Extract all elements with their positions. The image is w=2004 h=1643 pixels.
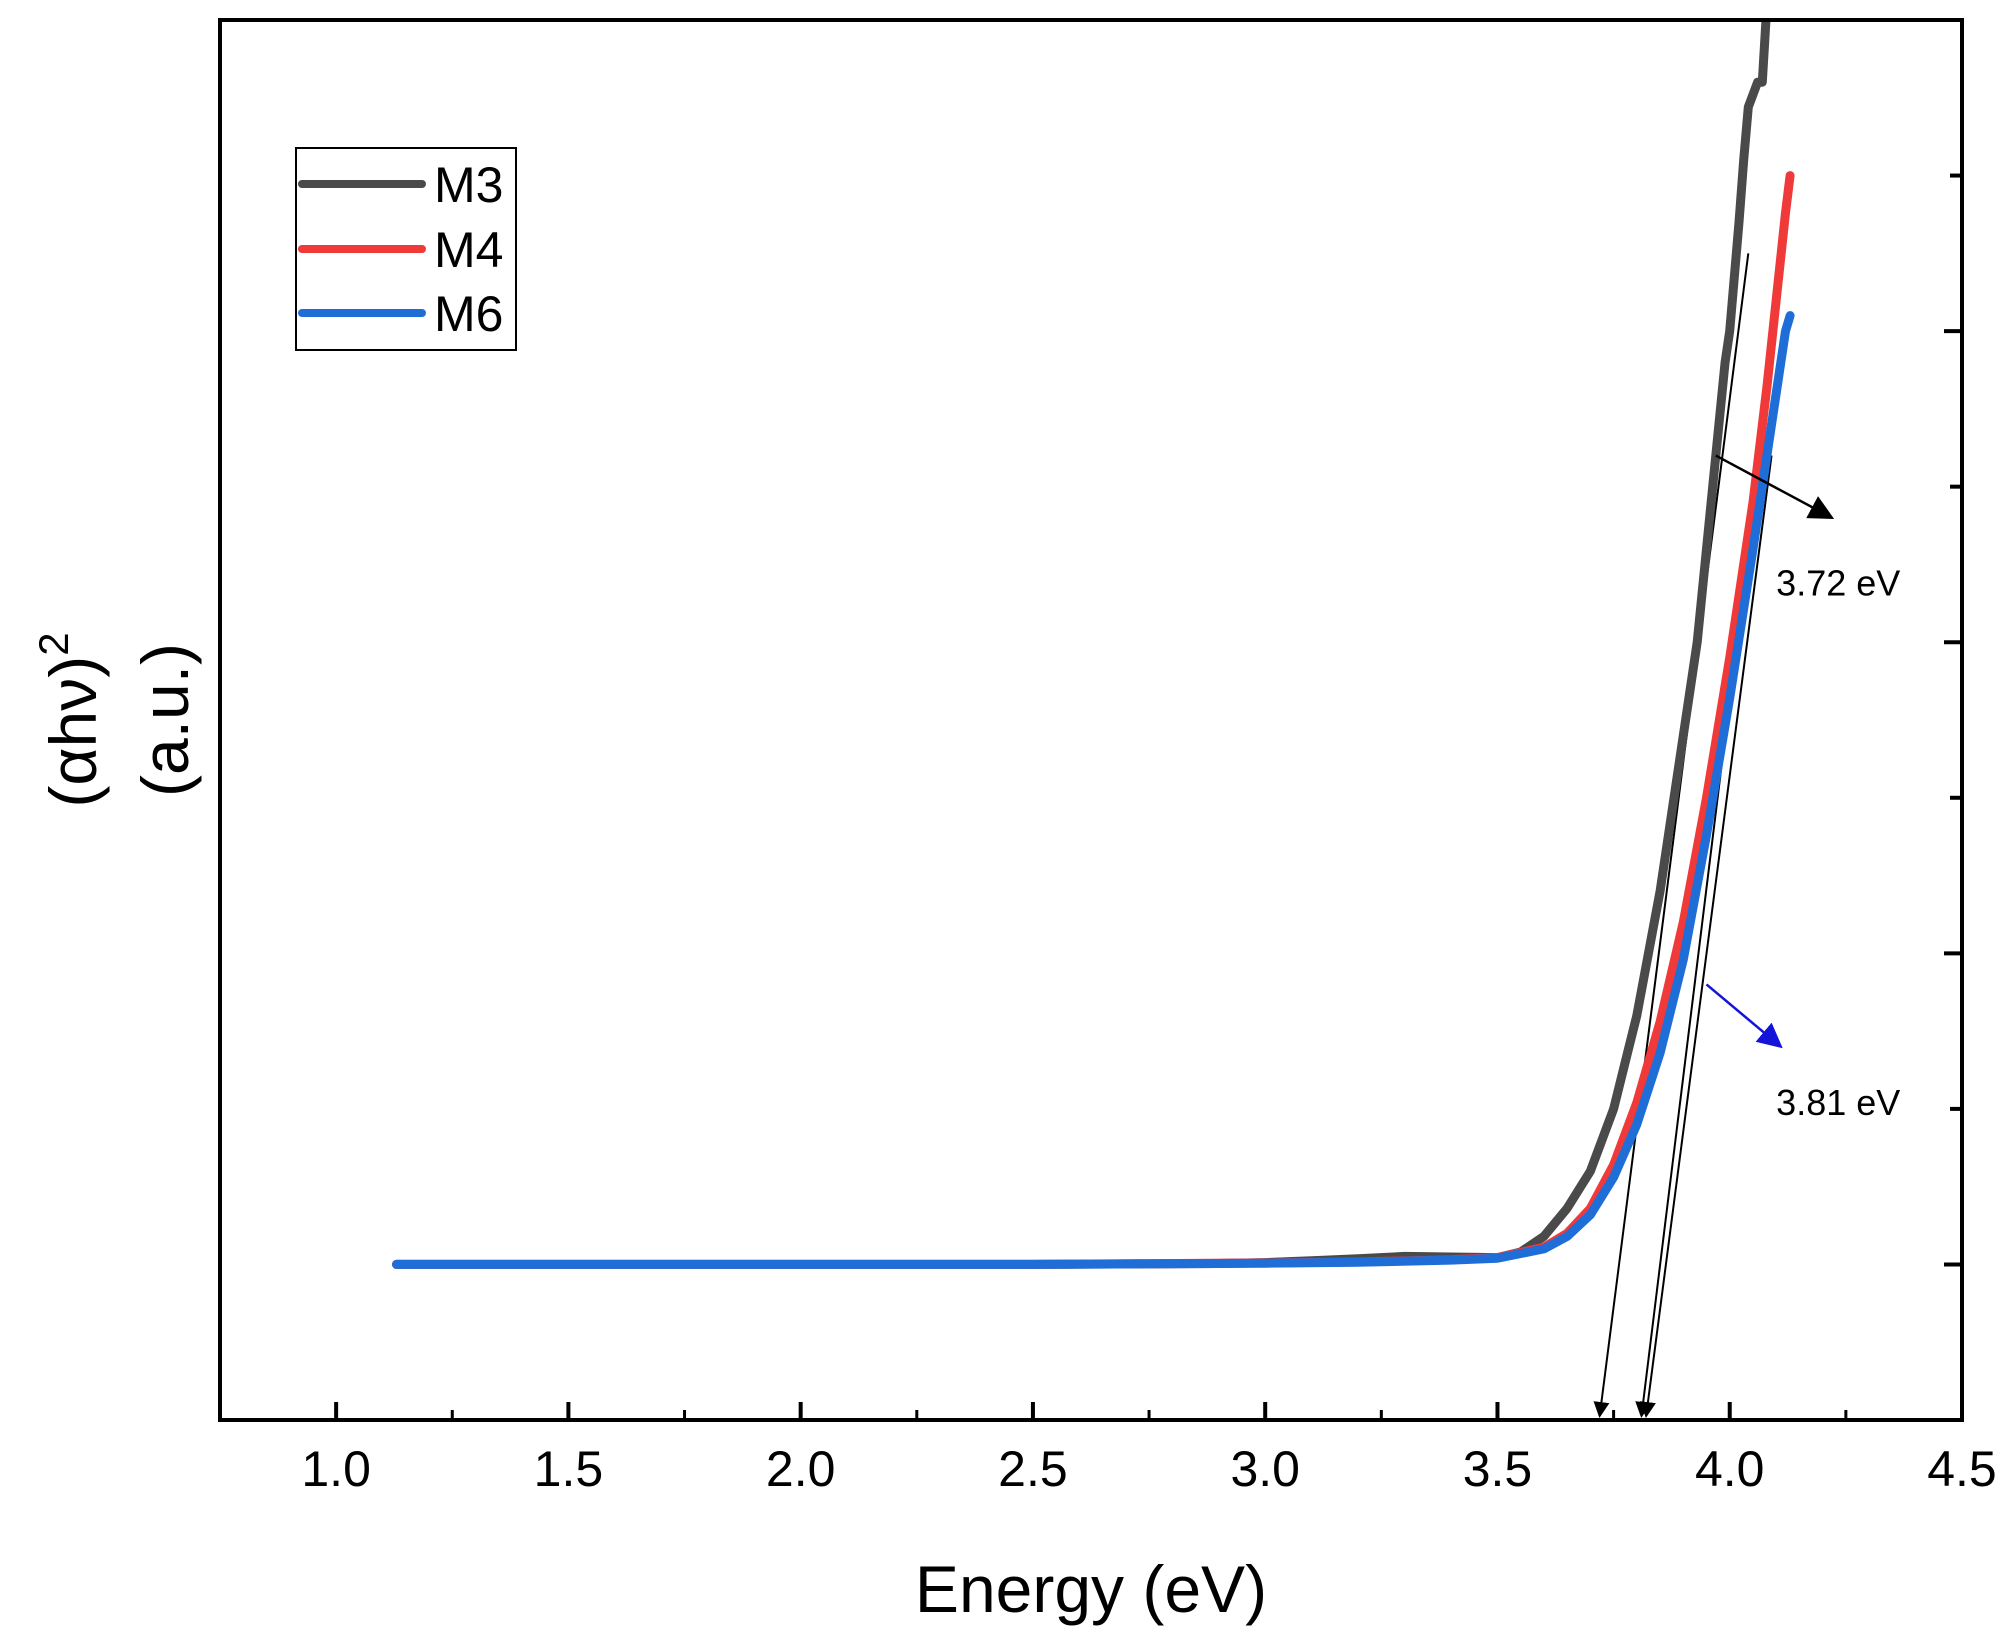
series-line-m4	[392, 171, 1795, 1269]
x-tick-label: 4.0	[1695, 1441, 1765, 1497]
legend-label-m3: M3	[434, 157, 503, 213]
legend: M3 M4 M6	[295, 147, 517, 351]
series-line-m6	[392, 311, 1795, 1269]
tangent-line-1	[1593, 253, 1750, 1418]
x-tick-label: 1.5	[534, 1441, 604, 1497]
y-axis-title-main: (αhν)	[36, 656, 110, 808]
annotation-label-1: 3.72 eV	[1776, 563, 1900, 604]
x-tick-label: 3.5	[1463, 1441, 1533, 1497]
x-axis-title: Energy (eV)	[915, 1552, 1267, 1626]
ticks-layer: 1.0 1.5 2.0 2.5 3.0 3.5 4.0 4.5	[301, 18, 1997, 1497]
y-axis-title-unit: (a.u.)	[128, 643, 202, 797]
x-tick-label: 1.0	[301, 1441, 371, 1497]
x-tick-label: 2.0	[766, 1441, 836, 1497]
annotation-label-2: 3.81 eV	[1776, 1082, 1900, 1123]
annotation-arrow-1	[1715, 454, 1835, 519]
y-axis-title: (αhν)2 (a.u.)	[30, 632, 202, 807]
plot-frame	[218, 18, 1964, 1422]
y-axis-title-quantity: (αhν)2	[30, 632, 110, 807]
y-axis-title-superscript: 2	[30, 632, 77, 655]
tangent-line-3	[1639, 455, 1773, 1418]
x-tick-label: 4.5	[1927, 1441, 1997, 1497]
annotation-arrow-2	[1705, 983, 1783, 1049]
series-line-m3	[392, 20, 1771, 1269]
x-tick-label: 3.0	[1230, 1441, 1300, 1497]
x-tick-label: 2.5	[998, 1441, 1068, 1497]
legend-label-m6: M6	[434, 286, 503, 342]
legend-label-m4: M4	[434, 222, 503, 278]
plot-layer: 3.72 eV 3.81 eV	[392, 20, 1900, 1418]
